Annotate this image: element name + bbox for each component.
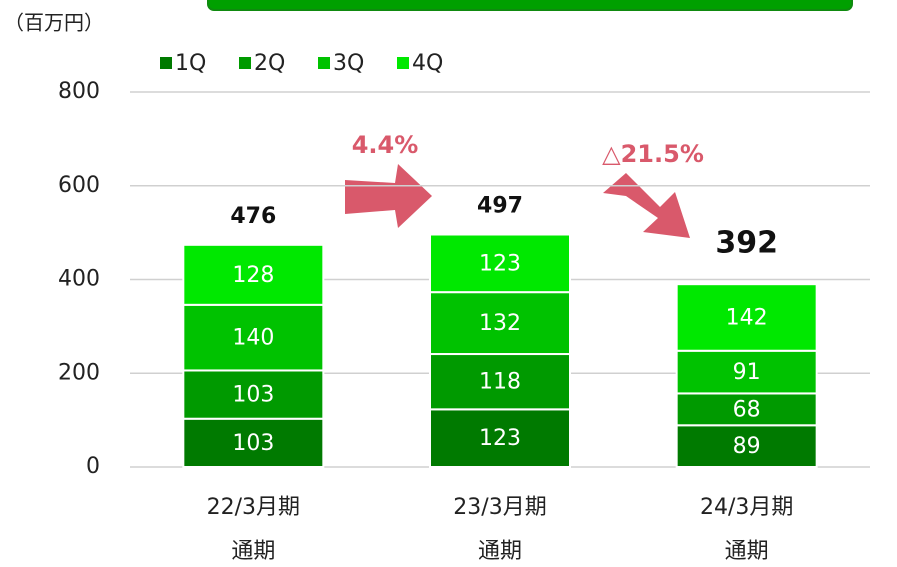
legend-label: 4Q [412,51,443,76]
x-tick-sublabel: 通期 [231,539,275,564]
bar-segment [675,392,818,427]
annotation: △21.5% [602,140,704,168]
x-tick-label: 23/3月期 [453,495,546,520]
bar-segment [182,417,325,468]
data-label: 128 [232,263,274,288]
total-label: 392 [715,226,778,261]
legend-label: 2Q [254,51,285,76]
data-label: 103 [232,431,274,456]
y-tick-label: 0 [86,454,100,479]
arrow [345,164,432,228]
x-tick-label: 22/3月期 [207,495,300,520]
legend-swatch [397,57,409,69]
data-label: 132 [479,311,521,336]
legend-label: 3Q [333,51,364,76]
data-label: 140 [232,326,274,351]
data-label: 142 [726,305,768,330]
data-label: 103 [232,383,274,408]
data-label: 123 [479,251,521,276]
bar-segment [429,233,571,294]
bar-segment [675,283,818,352]
total-label: 497 [477,194,523,219]
bar-segment [182,369,325,420]
bar-segment [675,424,818,468]
bar-segment [182,243,325,306]
legend-swatch [160,57,172,69]
unit-label: （百万円） [4,11,104,35]
y-tick-label: 200 [58,360,100,385]
annotation: 4.4% [352,131,419,159]
banner [207,0,853,11]
arrow [603,173,690,238]
data-label: 89 [733,434,761,459]
data-label: 118 [479,370,521,395]
x-tick-sublabel: 通期 [478,539,522,564]
x-tick-label: 24/3月期 [700,495,793,520]
y-tick-label: 400 [58,267,100,292]
y-tick-label: 600 [58,173,100,198]
legend-swatch [239,57,251,69]
legend-swatch [318,57,330,69]
data-label: 91 [733,360,761,385]
bar-segment [429,291,571,356]
legend-label: 1Q [175,51,206,76]
y-tick-label: 800 [58,79,100,104]
x-tick-sublabel: 通期 [725,539,769,564]
total-label: 476 [230,204,276,229]
data-label: 123 [479,426,521,451]
data-label: 68 [733,397,761,422]
